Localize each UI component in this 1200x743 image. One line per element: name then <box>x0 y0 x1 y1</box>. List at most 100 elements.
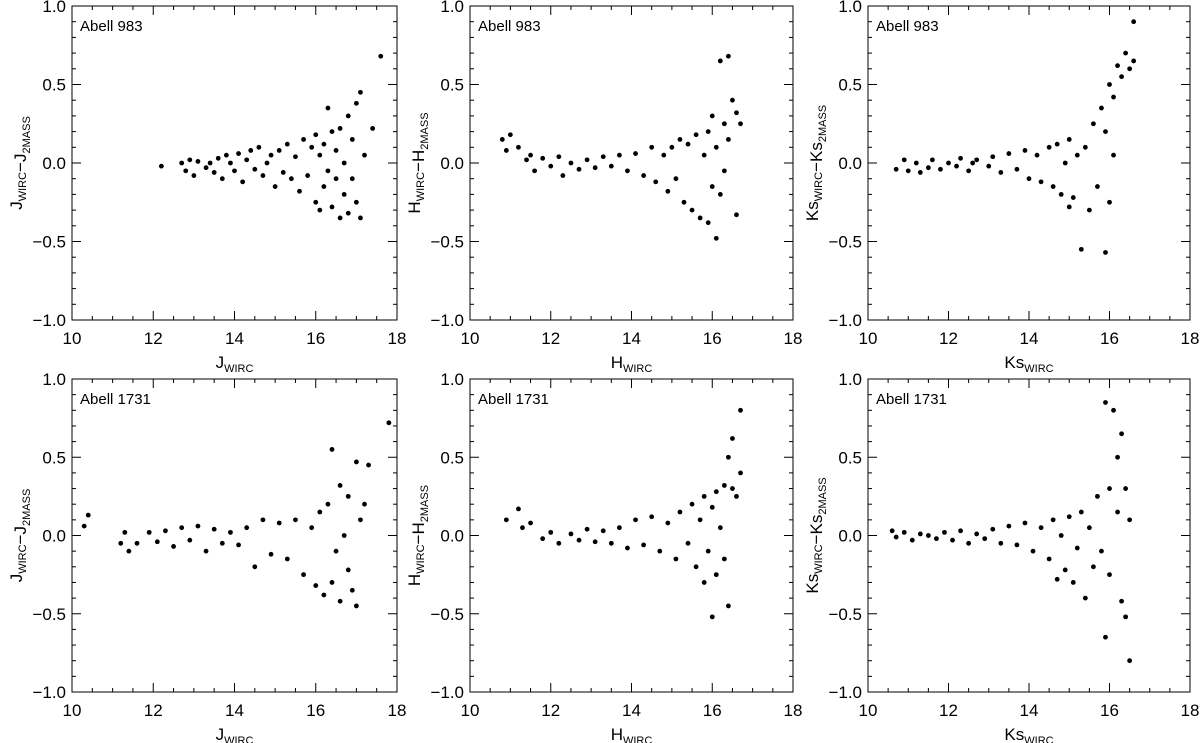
data-point <box>329 580 335 585</box>
data-point <box>1082 595 1088 601</box>
data-point <box>641 542 647 548</box>
data-point <box>1058 533 1064 538</box>
data-point <box>122 529 128 535</box>
data-point <box>1062 567 1068 573</box>
y-tick-label: 0.5 <box>42 448 66 467</box>
data-point <box>305 173 311 178</box>
data-point <box>309 144 315 150</box>
data-point <box>954 163 959 169</box>
x-tick-label: 14 <box>622 701 641 720</box>
data-point <box>345 113 351 119</box>
data-point <box>1123 614 1128 620</box>
data-point <box>293 154 298 160</box>
data-point <box>1066 137 1072 142</box>
data-point <box>256 144 262 150</box>
data-point <box>260 173 266 178</box>
data-point <box>187 157 193 163</box>
data-point <box>1115 63 1120 69</box>
data-point <box>1070 195 1076 200</box>
data-point <box>516 506 521 512</box>
data-point <box>284 556 290 562</box>
y-tick-label: 1.0 <box>440 0 464 16</box>
data-point <box>592 539 598 545</box>
data-point <box>974 157 980 163</box>
data-point <box>657 548 663 554</box>
data-point <box>730 436 735 441</box>
data-point <box>293 517 298 523</box>
x-axis-label: KsWIRC <box>1004 725 1053 743</box>
data-point <box>187 537 193 543</box>
data-point <box>681 199 687 205</box>
data-point <box>333 176 339 182</box>
data-point <box>705 220 711 226</box>
data-point <box>313 132 319 138</box>
data-point <box>158 163 164 169</box>
data-point <box>1054 141 1060 147</box>
data-point <box>665 520 671 526</box>
data-point <box>1086 207 1092 213</box>
data-point <box>1099 105 1104 111</box>
data-point <box>321 141 327 147</box>
data-point <box>893 534 899 540</box>
y-tick-label: 1.0 <box>838 370 862 389</box>
data-point <box>333 148 339 153</box>
data-point <box>1107 572 1112 578</box>
data-point <box>685 141 691 147</box>
data-point <box>685 540 691 546</box>
data-point <box>560 173 566 178</box>
data-point <box>337 483 343 488</box>
data-point <box>616 152 622 158</box>
data-point <box>516 144 521 150</box>
y-tick-label: −0.5 <box>828 605 862 624</box>
data-point <box>540 155 546 161</box>
data-point <box>734 110 739 116</box>
x-tick-label: 14 <box>225 701 244 720</box>
data-point <box>1131 58 1137 64</box>
data-point <box>592 165 598 171</box>
data-point <box>284 141 290 147</box>
data-point <box>673 176 679 182</box>
data-point <box>499 137 505 142</box>
data-point <box>1014 542 1020 548</box>
data-point <box>990 154 996 160</box>
data-point <box>503 148 509 153</box>
data-point <box>1119 74 1124 80</box>
data-point <box>709 184 715 189</box>
y-tick-label: −1.0 <box>828 683 862 702</box>
data-point <box>697 517 703 523</box>
data-point <box>925 533 931 538</box>
y-tick-label: 1.0 <box>42 370 66 389</box>
data-point <box>1107 199 1112 205</box>
data-point <box>942 529 947 535</box>
data-point <box>223 152 229 158</box>
data-point <box>1115 454 1120 460</box>
y-axis-label: KsWIRC−Ks2MASS <box>803 105 829 221</box>
data-point <box>211 526 217 532</box>
data-point <box>179 525 185 531</box>
data-point <box>548 163 554 169</box>
x-tick-label: 10 <box>63 701 82 720</box>
data-point <box>386 420 392 426</box>
data-point <box>1103 250 1108 255</box>
data-point <box>1127 658 1133 664</box>
data-point <box>244 525 250 531</box>
data-point <box>677 509 683 515</box>
data-point <box>584 526 590 532</box>
data-point <box>297 188 302 194</box>
data-point <box>1034 152 1040 158</box>
data-point <box>998 170 1004 175</box>
data-point <box>568 531 574 537</box>
data-point <box>1046 144 1052 150</box>
panel-2: 10 12 14 16 18 −1.0 −0.5 0.0 0.5 1.0 Abell 983 HWIR… <box>405 0 802 375</box>
plot-frame <box>71 378 398 693</box>
data-point <box>938 166 943 172</box>
data-point <box>669 144 675 150</box>
panel-4: 10 12 14 16 18 −1.0 −0.5 0.0 0.5 1.0 Abell 1731 JWI… <box>7 370 406 743</box>
data-point <box>358 517 363 523</box>
x-tick-label: 12 <box>541 329 560 348</box>
data-point <box>146 529 152 535</box>
data-point <box>901 157 907 163</box>
data-point <box>268 152 274 158</box>
data-point <box>1038 525 1044 531</box>
y-tick-label: 0.5 <box>440 448 464 467</box>
